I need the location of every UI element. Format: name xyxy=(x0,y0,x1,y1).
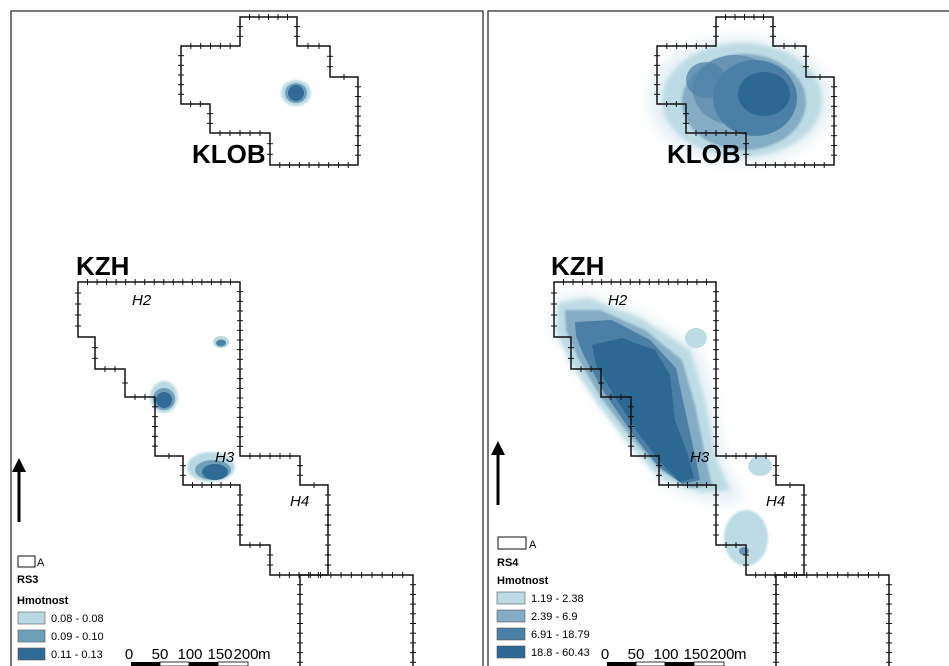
left-legend-layer: RS3 xyxy=(17,574,38,586)
right-legend-class-label-3: 6.91 - 18.79 xyxy=(531,629,590,641)
right-house-label-h4: H4 xyxy=(766,493,785,510)
right-legend: A RS4 Hmotnost 1.19 - 2.38 2.39 - 6.9 6.91… xyxy=(496,536,590,659)
right-scale-tick-50: 50 xyxy=(628,646,645,663)
left-north-arrow xyxy=(12,458,26,522)
right-density-contours xyxy=(553,36,832,566)
right-boundary-ticks xyxy=(551,14,892,663)
right-scale-tick-0: 0 xyxy=(601,646,609,663)
left-legend-swatch-1 xyxy=(17,611,46,625)
right-site-label-klob: KLOB xyxy=(667,139,741,169)
left-panel-frame xyxy=(10,10,484,666)
right-house-label-h3: H3 xyxy=(690,449,710,466)
left-house-label-h4: H4 xyxy=(290,493,309,510)
left-legend-boundary-symbol xyxy=(17,555,36,568)
right-legend-class-label-4: 18.8 - 60.43 xyxy=(531,647,590,659)
right-legend-class-label-1: 1.19 - 2.38 xyxy=(531,593,584,605)
left-legend-swatch-3 xyxy=(17,647,46,661)
left-legend-boundary-label: A xyxy=(37,557,45,569)
left-legend-swatch-2 xyxy=(17,629,46,643)
left-legend: A RS3 Hmotnost 0.08 - 0.08 0.09 - 0.10 0.1… xyxy=(17,555,104,661)
right-house-label-h2: H2 xyxy=(608,292,628,309)
right-legend-swatch-4 xyxy=(496,645,526,659)
right-scale-tick-150: 150 xyxy=(683,646,708,663)
right-panel: KLOB KZH H2 H3 H4 A RS4 Hmotnost 1.19 - … xyxy=(491,14,892,666)
left-scale-tick-0: 0 xyxy=(125,646,133,663)
left-site-label-klob: KLOB xyxy=(192,139,266,169)
right-north-arrow xyxy=(491,441,505,505)
left-legend-classes: 0.08 - 0.08 0.09 - 0.10 0.11 - 0.13 xyxy=(17,611,104,661)
left-house-label-h3: H3 xyxy=(215,449,235,466)
left-scale-tick-100: 100 xyxy=(177,646,202,663)
right-legend-swatch-3 xyxy=(496,627,526,641)
left-legend-class-label-1: 0.08 - 0.08 xyxy=(51,613,104,625)
right-legend-classes: 1.19 - 2.38 2.39 - 6.9 6.91 - 18.79 18.8 - … xyxy=(496,591,590,659)
left-scale-tick-200: 200 xyxy=(233,646,258,663)
right-scale-bar: 0 50 100 150 200 m xyxy=(601,646,747,666)
left-site-label-kzh: KZH xyxy=(76,251,129,281)
right-legend-swatch-2 xyxy=(496,609,526,623)
adjacent-area-boundary xyxy=(299,574,414,666)
left-legend-field: Hmotnost xyxy=(17,595,69,607)
right-panel-frame xyxy=(487,10,949,666)
left-scale-unit: m xyxy=(258,646,271,663)
left-boundary-ticks xyxy=(75,14,416,663)
left-legend-class-label-3: 0.11 - 0.13 xyxy=(51,649,103,661)
right-legend-field: Hmotnost xyxy=(497,575,549,587)
left-scale-tick-50: 50 xyxy=(152,646,169,663)
left-panel: KLOB KZH H2 H3 H4 A RS3 Hmotnost 0.08 - … xyxy=(12,14,416,666)
right-scale-tick-200: 200 xyxy=(709,646,734,663)
right-legend-boundary-label: A xyxy=(529,539,537,551)
right-site-label-kzh: KZH xyxy=(551,251,604,281)
right-legend-swatch-1 xyxy=(496,591,526,605)
right-scale-unit: m xyxy=(734,646,747,663)
left-legend-class-label-2: 0.09 - 0.10 xyxy=(51,631,104,643)
right-legend-layer: RS4 xyxy=(497,557,519,569)
kzh-boundary xyxy=(77,281,329,576)
left-density-contours xyxy=(150,80,311,482)
left-scale-bar: 0 50 100 150 200 m xyxy=(125,646,271,666)
left-scale-tick-150: 150 xyxy=(207,646,232,663)
right-legend-class-label-2: 2.39 - 6.9 xyxy=(531,611,577,623)
left-house-label-h2: H2 xyxy=(132,292,152,309)
right-legend-boundary-symbol xyxy=(497,536,527,550)
right-scale-tick-100: 100 xyxy=(653,646,678,663)
right-adjacent-area-boundary xyxy=(775,574,890,666)
